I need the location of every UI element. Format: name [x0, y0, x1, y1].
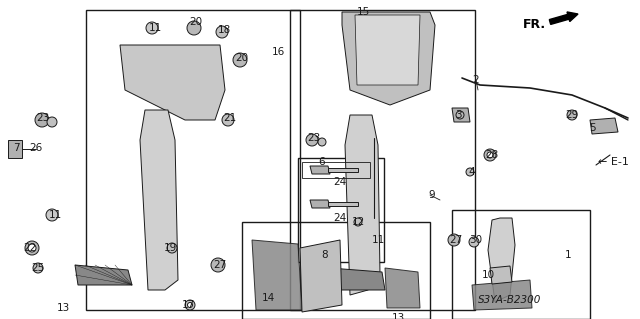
Circle shape — [146, 22, 158, 34]
Text: 3: 3 — [454, 110, 461, 120]
Text: 19: 19 — [163, 243, 177, 253]
Circle shape — [28, 244, 36, 252]
Text: 12: 12 — [351, 217, 365, 227]
Text: 10: 10 — [481, 270, 495, 280]
Text: 17: 17 — [181, 300, 195, 310]
Polygon shape — [452, 108, 470, 122]
Text: 16: 16 — [271, 47, 285, 57]
Polygon shape — [330, 268, 385, 290]
Text: FR.: FR. — [523, 18, 546, 31]
Circle shape — [216, 26, 228, 38]
Circle shape — [47, 117, 57, 127]
FancyArrow shape — [549, 12, 578, 25]
Text: 21: 21 — [223, 113, 237, 123]
Polygon shape — [355, 15, 420, 85]
Circle shape — [354, 218, 362, 226]
Text: 9: 9 — [429, 190, 435, 200]
Circle shape — [306, 134, 318, 146]
Text: 22: 22 — [24, 243, 36, 253]
Bar — [242, 222, 430, 319]
Circle shape — [233, 53, 247, 67]
Circle shape — [466, 168, 474, 176]
Text: 24: 24 — [333, 177, 347, 187]
Polygon shape — [140, 110, 178, 290]
Text: 11: 11 — [371, 235, 385, 245]
Polygon shape — [328, 168, 358, 172]
Circle shape — [185, 300, 195, 310]
Polygon shape — [310, 166, 330, 174]
Circle shape — [318, 138, 326, 146]
Text: 30: 30 — [469, 235, 483, 245]
Text: 29: 29 — [565, 110, 579, 120]
Text: S3YA-B2300: S3YA-B2300 — [478, 295, 541, 305]
Circle shape — [187, 21, 201, 35]
Text: 6: 6 — [319, 157, 325, 167]
Polygon shape — [328, 202, 358, 206]
Polygon shape — [472, 280, 532, 310]
Text: 13: 13 — [56, 303, 70, 313]
Text: 5: 5 — [589, 123, 595, 133]
Circle shape — [448, 234, 460, 246]
Bar — [298, 158, 384, 262]
Circle shape — [33, 263, 43, 273]
Text: 23: 23 — [36, 113, 50, 123]
Polygon shape — [345, 115, 380, 295]
Text: 2: 2 — [473, 75, 479, 85]
Text: 15: 15 — [356, 7, 370, 17]
Text: 25: 25 — [31, 263, 45, 273]
Text: 11: 11 — [49, 210, 61, 220]
Polygon shape — [590, 118, 618, 134]
Bar — [86, 10, 300, 310]
Polygon shape — [385, 268, 420, 308]
Text: 11: 11 — [148, 23, 162, 33]
Bar — [290, 10, 475, 310]
Text: 13: 13 — [392, 313, 404, 319]
Circle shape — [188, 302, 193, 308]
Circle shape — [46, 209, 58, 221]
Circle shape — [211, 258, 225, 272]
Circle shape — [456, 111, 464, 119]
Polygon shape — [75, 265, 132, 285]
Text: 14: 14 — [261, 293, 275, 303]
Polygon shape — [8, 140, 22, 158]
Circle shape — [487, 152, 493, 158]
Text: ← E-1: ← E-1 — [598, 157, 629, 167]
Text: 20: 20 — [189, 17, 203, 27]
Circle shape — [222, 114, 234, 126]
Polygon shape — [120, 45, 225, 120]
Text: 23: 23 — [307, 133, 321, 143]
Bar — [452, 210, 590, 319]
Text: 28: 28 — [485, 150, 499, 160]
Text: 24: 24 — [333, 213, 347, 223]
Polygon shape — [490, 266, 512, 284]
Circle shape — [484, 149, 496, 161]
Polygon shape — [488, 218, 515, 302]
Polygon shape — [252, 240, 302, 310]
Circle shape — [167, 243, 177, 253]
Polygon shape — [300, 240, 342, 312]
Circle shape — [35, 113, 49, 127]
Polygon shape — [310, 200, 330, 208]
Text: 18: 18 — [218, 25, 230, 35]
Circle shape — [25, 241, 39, 255]
Circle shape — [567, 110, 577, 120]
Circle shape — [469, 237, 479, 247]
Text: 20: 20 — [236, 53, 248, 63]
Text: 4: 4 — [468, 167, 476, 177]
Text: 1: 1 — [564, 250, 572, 260]
Text: 8: 8 — [322, 250, 328, 260]
Text: 26: 26 — [29, 143, 43, 153]
Text: 27: 27 — [449, 235, 463, 245]
Text: 7: 7 — [13, 143, 19, 153]
Polygon shape — [342, 12, 435, 105]
Text: 27: 27 — [213, 260, 227, 270]
